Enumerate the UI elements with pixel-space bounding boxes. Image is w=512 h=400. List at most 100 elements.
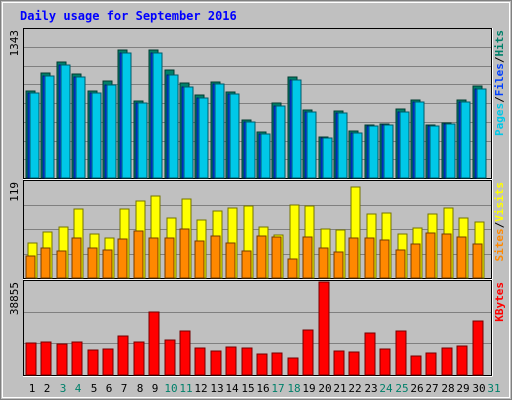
day-label-22: 22 (348, 382, 361, 395)
bar-pages-day-26 (414, 101, 425, 179)
bar-kbytes-day-8 (133, 341, 145, 376)
day-label-15: 15 (241, 382, 254, 395)
bar-sites-day-4 (71, 237, 82, 279)
bar-pages-day-25 (399, 111, 410, 179)
bar-pages-day-17 (275, 105, 286, 179)
bar-sites-day-8 (133, 230, 144, 279)
bar-pages-day-10 (168, 74, 179, 179)
bar-pages-day-1 (29, 92, 40, 179)
bar-pages-day-9 (152, 52, 163, 179)
bar-sites-day-10 (164, 237, 175, 279)
bar-sites-day-9 (148, 237, 159, 279)
bar-kbytes-day-22 (348, 351, 360, 376)
day-label-4: 4 (75, 382, 82, 395)
bar-sites-day-25 (395, 249, 406, 279)
bar-pages-day-14 (229, 93, 240, 179)
bar-kbytes-day-4 (71, 341, 83, 376)
bar-sites-day-15 (241, 250, 252, 279)
day-label-21: 21 (333, 382, 346, 395)
legend-hits: Hits (493, 30, 506, 57)
day-label-29: 29 (456, 382, 469, 395)
bar-kbytes-day-2 (40, 341, 52, 376)
bar-sites-day-26 (410, 243, 421, 279)
bar-pages-day-28 (445, 123, 456, 179)
legend-files: Files (493, 63, 506, 96)
day-label-24: 24 (379, 382, 393, 395)
bar-sites-day-18 (287, 258, 298, 279)
bar-kbytes-day-29 (456, 345, 468, 376)
bar-sites-day-17 (271, 236, 282, 279)
bar-kbytes-day-10 (164, 339, 176, 376)
bar-pages-day-4 (75, 76, 86, 179)
bar-kbytes-day-3 (56, 343, 68, 376)
day-axis-labels: 1 2 3 4 5 6 7 8 9 10 11 12 13 14 15 16 17 18 19 20 21 22 23 24 2… (29, 382, 501, 395)
bar-kbytes-day-17 (271, 352, 283, 376)
bar-pages-day-18 (291, 79, 302, 179)
day-label-9: 9 (152, 382, 159, 395)
day-label-1: 1 (29, 382, 36, 395)
day-label-12: 12 (194, 382, 207, 395)
bar-pages-day-11 (183, 86, 194, 179)
bar-pages-day-21 (337, 112, 348, 179)
series-legend-label: Sites/Visits (493, 182, 506, 262)
day-label-30: 30 (472, 382, 485, 395)
bar-kbytes-day-24 (379, 348, 391, 376)
bar-sites-day-22 (348, 237, 359, 279)
series-legend-label: KBytes (493, 282, 506, 322)
bar-sites-day-12 (194, 240, 205, 279)
bar-kbytes-day-12 (194, 347, 206, 376)
day-label-2: 2 (44, 382, 51, 395)
bar-pages-day-2 (44, 75, 55, 179)
day-label-17: 17 (271, 382, 284, 395)
bar-sites-day-29 (456, 236, 467, 279)
bar-pages-day-12 (198, 97, 209, 179)
y-max-label: 38855 (8, 282, 21, 315)
day-label-11: 11 (179, 382, 192, 395)
bar-kbytes-day-18 (287, 357, 299, 376)
day-label-7: 7 (121, 382, 128, 395)
bar-kbytes-day-15 (241, 347, 253, 376)
bar-kbytes-day-11 (179, 330, 191, 376)
bar-pages-day-5 (91, 92, 102, 179)
bar-pages-day-16 (260, 133, 271, 179)
bar-sites-day-1 (25, 255, 36, 279)
day-label-25: 25 (395, 382, 408, 395)
day-label-5: 5 (91, 382, 98, 395)
bar-kbytes-day-9 (148, 311, 160, 376)
legend-separator: / (493, 56, 506, 63)
bar-sites-day-2 (40, 247, 51, 279)
bar-sites-day-24 (379, 239, 390, 279)
bar-sites-day-7 (117, 238, 128, 279)
day-label-23: 23 (364, 382, 377, 395)
kbytes-panel: 38855 KBytes (8, 280, 506, 377)
day-label-8: 8 (137, 382, 144, 395)
legend-separator: / (493, 96, 506, 103)
bar-sites-day-20 (318, 247, 329, 279)
bar-kbytes-day-5 (87, 349, 99, 376)
day-label-14: 14 (225, 382, 239, 395)
bar-sites-day-14 (225, 242, 236, 279)
bar-sites-day-3 (56, 250, 67, 279)
day-label-18: 18 (287, 382, 300, 395)
bar-kbytes-day-30 (472, 320, 484, 376)
bar-pages-day-27 (429, 125, 440, 179)
bar-kbytes-day-14 (225, 346, 237, 376)
bar-pages-day-22 (352, 132, 363, 179)
bar-pages-day-30 (476, 88, 487, 179)
y-max-label: 1343 (8, 30, 21, 57)
bar-kbytes-day-28 (441, 347, 453, 376)
bar-pages-day-19 (306, 111, 317, 179)
bar-kbytes-day-6 (102, 348, 114, 376)
day-label-28: 28 (441, 382, 454, 395)
day-label-20: 20 (318, 382, 331, 395)
bar-sites-day-19 (302, 236, 313, 279)
day-label-19: 19 (302, 382, 315, 395)
bar-sites-day-16 (256, 235, 267, 279)
day-label-31: 31 (487, 382, 500, 395)
bar-kbytes-day-19 (302, 329, 314, 376)
bar-kbytes-day-25 (395, 330, 407, 376)
bar-kbytes-day-7 (117, 335, 129, 376)
legend-visits: Visits (493, 182, 506, 222)
